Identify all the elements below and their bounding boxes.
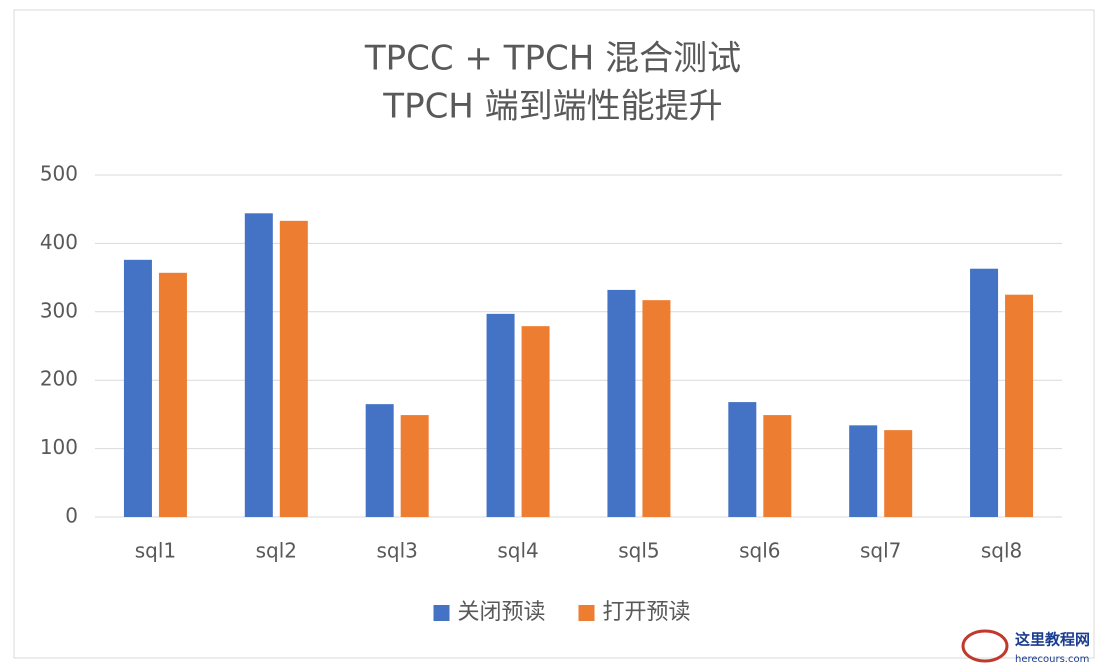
watermark-name: 这里教程网: [1015, 631, 1090, 649]
x-tick-label: sql5: [618, 539, 659, 563]
bar: [1005, 294, 1034, 517]
bar: [123, 259, 152, 517]
bar: [607, 289, 636, 517]
legend-label: 关闭预读: [458, 600, 546, 625]
x-tick-label: sql3: [376, 539, 417, 563]
bar: [763, 415, 792, 517]
chart-title: TPCH 端到端性能提升: [382, 87, 722, 127]
x-tick-label: sql2: [256, 539, 297, 563]
y-tick-label: 200: [40, 367, 78, 391]
bar: [849, 425, 878, 517]
y-tick-label: 100: [40, 435, 78, 459]
bar: [486, 313, 515, 517]
bar: [728, 402, 757, 517]
y-tick-label: 0: [65, 504, 78, 528]
bar: [244, 213, 273, 517]
x-tick-label: sql7: [860, 539, 901, 563]
bar: [521, 326, 550, 517]
watermark-logo: [961, 629, 1009, 663]
chart-title: TPCC + TPCH 混合测试: [364, 39, 741, 79]
chart-border: [13, 9, 1095, 659]
watermark-url: herecours.com: [1015, 654, 1089, 665]
watermark: 这里教程网 herecours.com: [961, 629, 1090, 665]
bar: [158, 272, 187, 517]
legend-swatch: [433, 605, 450, 621]
y-tick-label: 400: [40, 230, 78, 254]
legend-label: 打开预读: [603, 600, 691, 625]
bar: [970, 268, 999, 517]
bar: [279, 220, 308, 517]
x-tick-label: sql6: [739, 539, 780, 563]
bar: [642, 300, 671, 517]
legend-swatch: [578, 605, 595, 621]
x-tick-label: sql4: [497, 539, 538, 563]
bar: [400, 415, 429, 517]
x-tick-label: sql8: [981, 539, 1022, 563]
y-tick-label: 500: [40, 162, 78, 186]
bar: [365, 404, 394, 517]
bar: [884, 430, 913, 517]
x-tick-label: sql1: [135, 539, 176, 563]
y-tick-label: 300: [40, 298, 78, 322]
